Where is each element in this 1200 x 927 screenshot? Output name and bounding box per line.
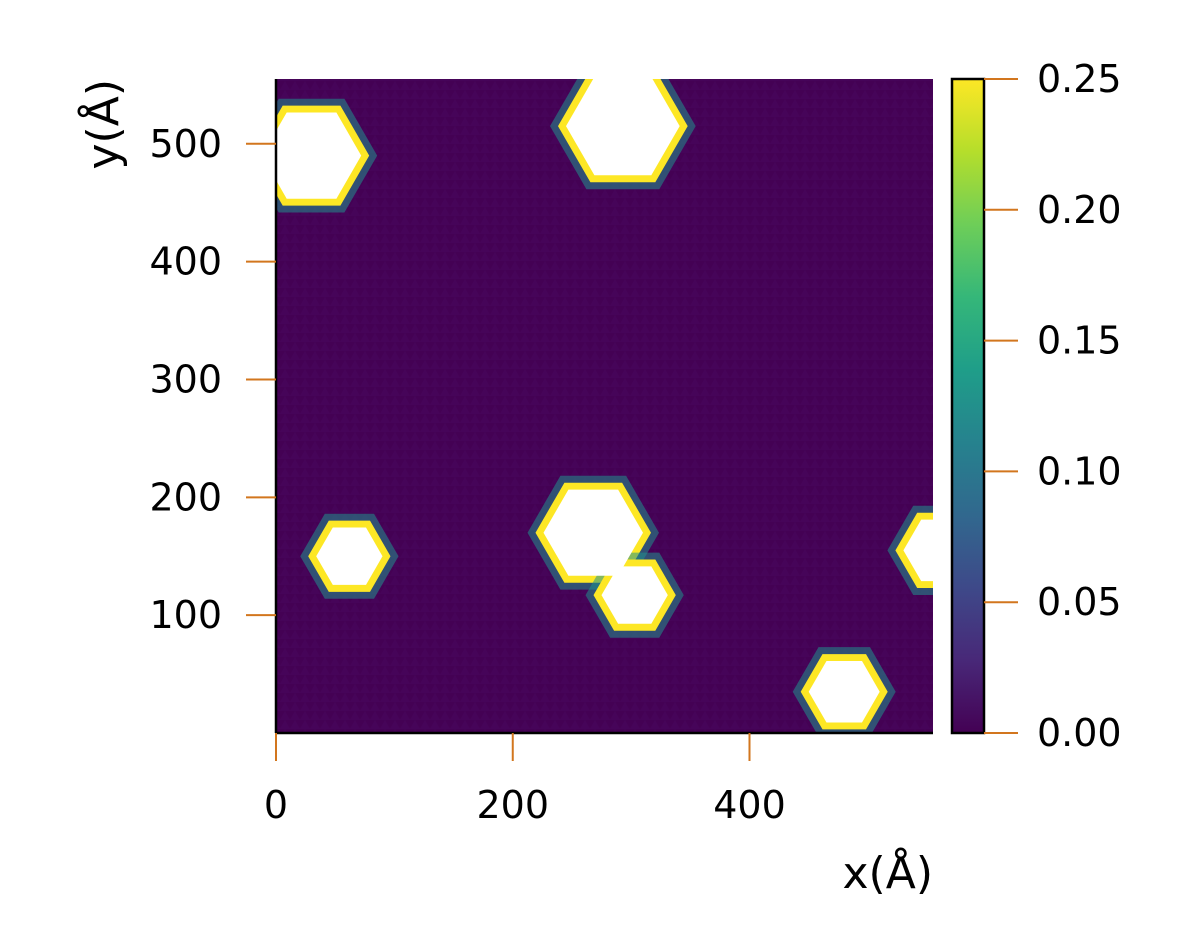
colorbar-tick-label: 0.05: [1037, 580, 1122, 624]
y-tick-label: 100: [149, 593, 222, 637]
plot-area: [276, 79, 933, 733]
x-tick-label: 0: [264, 783, 288, 827]
colorbar-gradient: [950, 77, 986, 735]
x-tick-label: 400: [713, 783, 786, 827]
colorbar-tick-label: 0.00: [1037, 711, 1122, 755]
defect-hole: [543, 489, 643, 576]
y-tick-label: 200: [149, 475, 222, 519]
colorbar-tick-label: 0.25: [1037, 57, 1122, 101]
axes-spines: [274, 79, 933, 735]
defect-hole: [601, 566, 668, 624]
defect-hole: [316, 527, 383, 585]
y-tick-label: 400: [149, 240, 222, 284]
colorbar: 0.00 0.05 0.10 0.15 0.20 0.25: [950, 57, 1122, 755]
defect-hole: [808, 661, 880, 723]
defect-hole: [903, 519, 933, 582]
y-axis-label: y(Å): [76, 79, 129, 169]
y-tick-label: 300: [149, 357, 222, 401]
defect-hole: [276, 112, 362, 199]
defect-hole: [566, 79, 680, 176]
defect-holes: [276, 79, 933, 723]
y-axis-ticks: 100 200 300 400 500: [149, 122, 276, 637]
y-tick-label: 500: [149, 122, 222, 166]
x-axis-ticks: 0 200 400: [264, 733, 786, 827]
colorbar-tick-label: 0.20: [1037, 188, 1122, 232]
colorbar-tick-label: 0.15: [1037, 319, 1122, 363]
colorbar-tick-label: 0.10: [1037, 449, 1122, 493]
x-tick-label: 200: [476, 783, 549, 827]
x-axis-label: x(Å): [843, 846, 933, 899]
colorbar-ticks: 0.00 0.05 0.10 0.15 0.20 0.25: [984, 57, 1122, 755]
